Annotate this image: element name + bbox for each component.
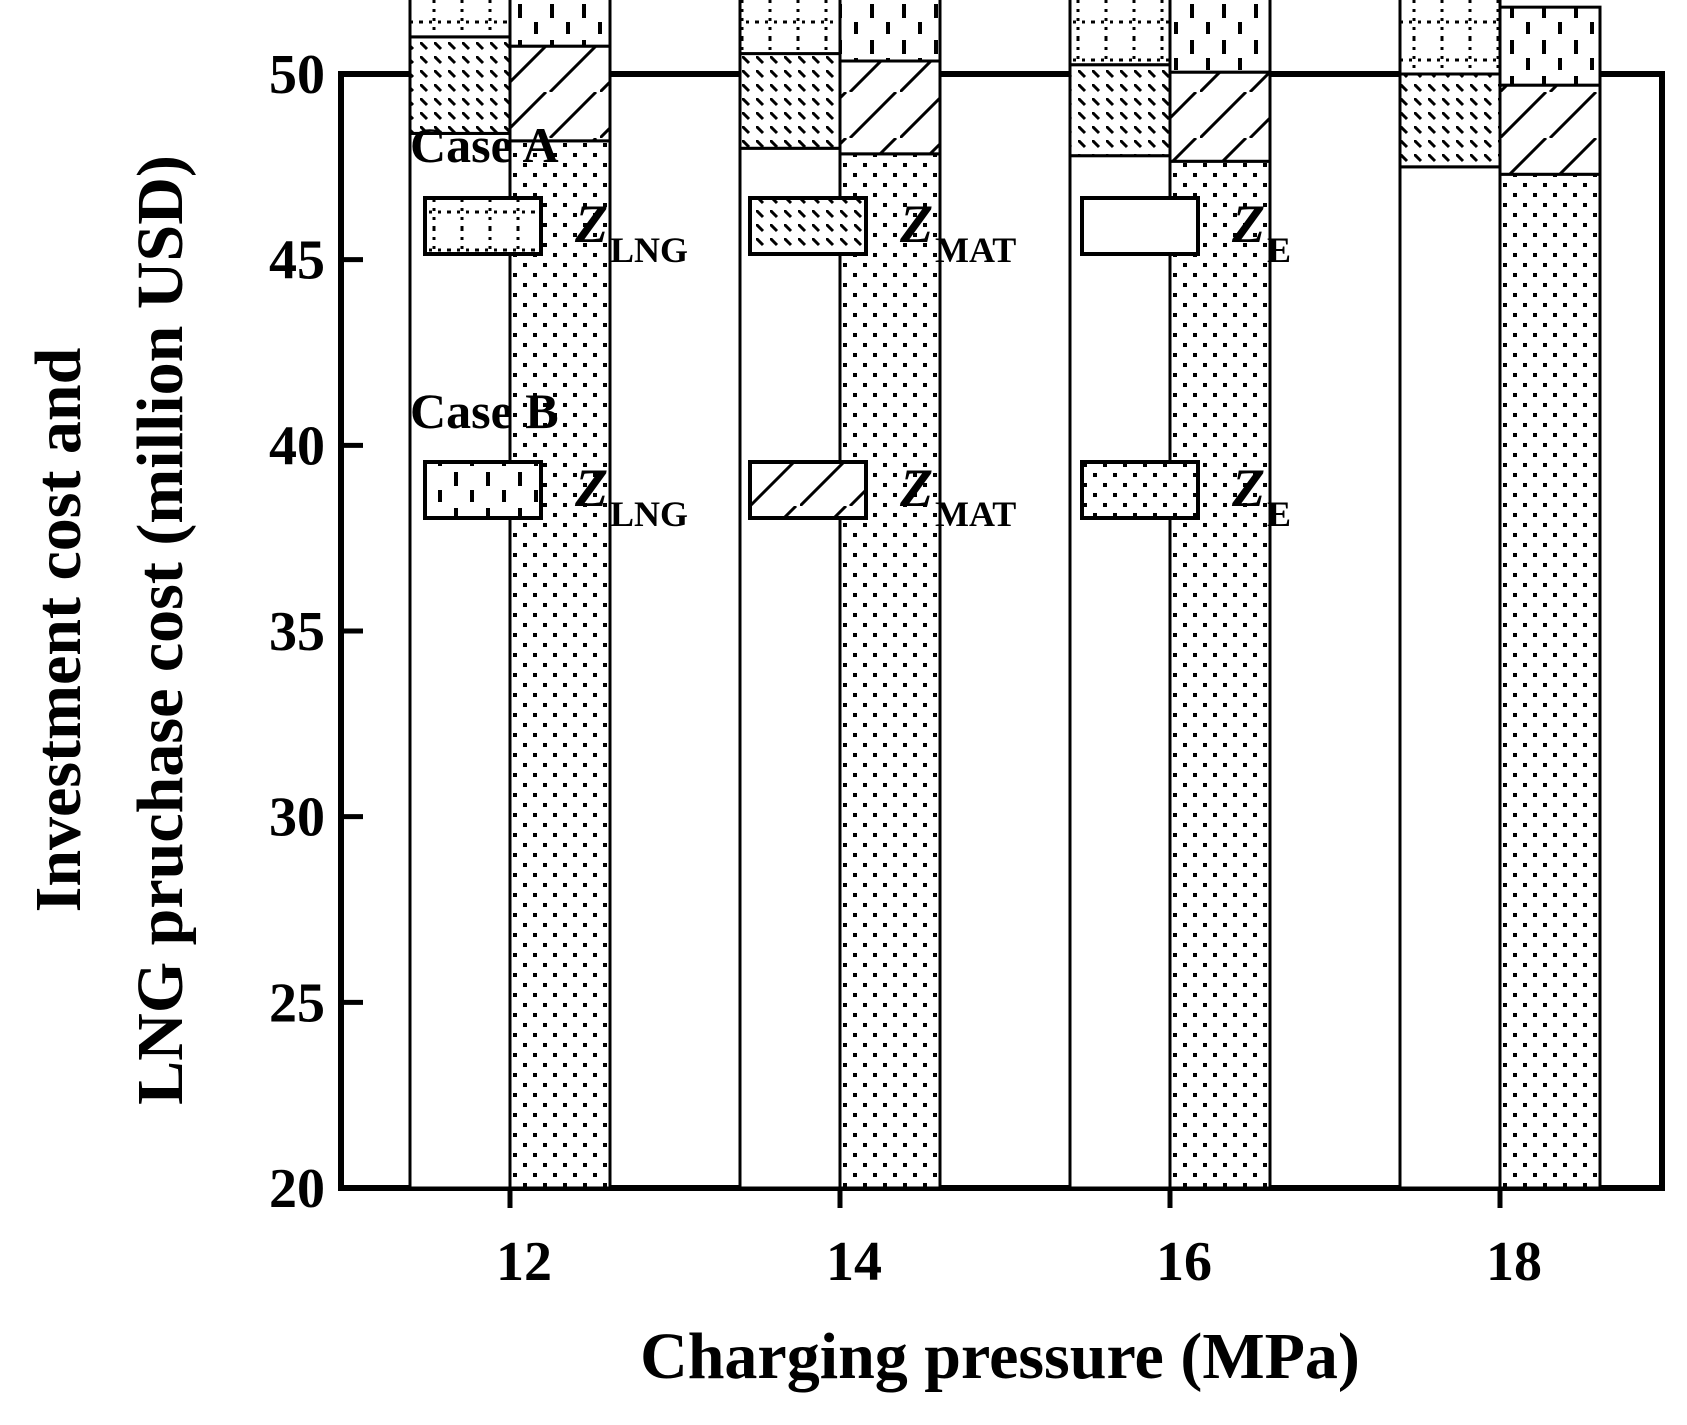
- bar-case-a-z-mat: [1068, 63, 1172, 158]
- bar-case-a-z-e: [408, 131, 512, 1190]
- bar-case-b-z-mat: [508, 44, 612, 143]
- legend-swatch-case-a-z-mat: [748, 196, 868, 256]
- bar-case-a-z-e: [1398, 165, 1502, 1190]
- x-tick-label: 14: [826, 1231, 882, 1293]
- x-axis-title: Charging pressure (MPa): [640, 1320, 1360, 1393]
- bar-case-a-z-mat: [738, 52, 842, 150]
- y-tick-label: 45: [269, 230, 325, 292]
- y-axis-title-line2: LNG pruchase cost (million USD): [124, 155, 197, 1105]
- legend-swatch-case-a-z-lng: [423, 196, 543, 256]
- y-axis: 20 25 30 35 40 45 50: [269, 44, 363, 1220]
- bar-case-b-z-e: [1168, 159, 1272, 1190]
- bar-case-b-z-e: [508, 139, 612, 1190]
- bar-case-a-z-lng: [1398, 0, 1502, 76]
- bar-case-b-z-lng: [1498, 5, 1602, 87]
- legend-swatch-case-b-z-e: [1080, 460, 1200, 520]
- x-axis: 12 14 16 18: [496, 1188, 1542, 1293]
- bars-layer: [408, 0, 1602, 1190]
- legend-case-a-title: Case A: [410, 117, 559, 173]
- x-tick-label: 18: [1486, 1231, 1542, 1293]
- x-tick-label: 16: [1156, 1231, 1212, 1293]
- bar-case-b-z-mat: [838, 59, 942, 156]
- y-tick-label: 40: [269, 415, 325, 477]
- bar-case-b-z-lng: [838, 0, 942, 63]
- bar-case-a-z-lng: [1068, 0, 1172, 67]
- y-tick-label: 50: [269, 44, 325, 106]
- bar-case-a-z-lng: [738, 0, 842, 56]
- legend-swatch-case-a-z-e: [1080, 196, 1200, 256]
- y-tick-label: 30: [269, 787, 325, 849]
- bar-case-b-z-mat: [1168, 70, 1272, 163]
- bar-case-a-z-lng: [408, 0, 512, 39]
- bar-case-a-z-e: [738, 146, 842, 1190]
- legend-swatch-case-b-z-lng: [423, 460, 543, 520]
- bar-case-a-z-mat: [408, 35, 512, 135]
- bar-case-b-z-lng: [1168, 0, 1272, 74]
- y-tick-label: 25: [269, 972, 325, 1034]
- y-axis-title-line1: Investment cost and: [22, 348, 95, 913]
- x-tick-label: 12: [496, 1231, 552, 1293]
- bar-case-a-z-e: [1068, 154, 1172, 1190]
- bar-case-b-z-e: [838, 152, 942, 1190]
- bar-case-b-z-mat: [1498, 83, 1602, 176]
- y-tick-label: 35: [269, 601, 325, 663]
- bar-case-a-z-mat: [1398, 72, 1502, 169]
- y-tick-label: 20: [269, 1158, 325, 1220]
- bar-case-b-z-lng: [508, 0, 612, 48]
- legend-swatch-case-b-z-mat: [748, 460, 868, 520]
- legend-case-b-title: Case B: [410, 383, 559, 439]
- bar-case-b-z-e: [1498, 172, 1602, 1190]
